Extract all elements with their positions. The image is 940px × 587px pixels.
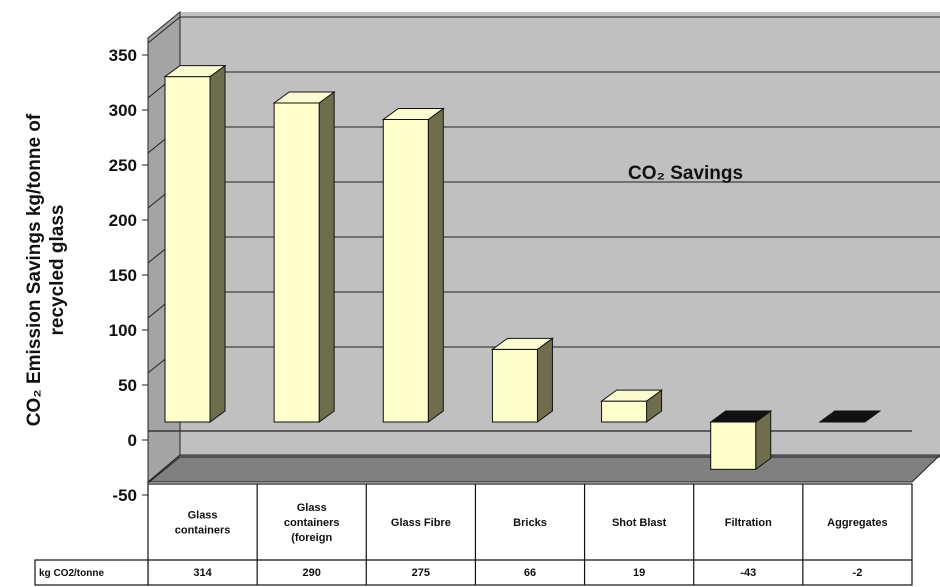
bar-top xyxy=(709,410,773,423)
bar xyxy=(163,64,227,423)
y-tick-label: 50 xyxy=(118,376,137,395)
category-label: Filtration xyxy=(725,517,772,529)
value-label: -2 xyxy=(853,567,863,579)
chart-back-wall xyxy=(180,12,940,455)
bar xyxy=(709,410,773,471)
table-row-header-cell xyxy=(34,559,149,586)
y-axis-label-line1: CO₂ Emission Savings kg/tonne of xyxy=(24,113,45,426)
y-tick-label: 300 xyxy=(109,101,137,120)
bar-front xyxy=(273,102,320,423)
bar-top xyxy=(381,108,445,120)
bar-top xyxy=(163,65,227,78)
category-label: Shot Blast xyxy=(612,517,667,529)
value-label: 314 xyxy=(193,567,212,579)
bar-top xyxy=(818,410,882,423)
value-label: 275 xyxy=(412,567,430,579)
y-tick-label: 350 xyxy=(109,46,137,65)
chart-title: CO₂ Savings xyxy=(628,163,743,184)
y-tick-label: 250 xyxy=(109,156,137,175)
gridline-side xyxy=(147,456,181,484)
bar xyxy=(381,107,445,423)
bar-top xyxy=(600,389,664,402)
y-tick-label: 100 xyxy=(109,321,137,340)
table-row-label: kg CO2/tonne xyxy=(39,568,104,579)
bar-top xyxy=(272,91,336,104)
category-label: Glass containers (foreign xyxy=(284,502,340,544)
bar-top xyxy=(490,337,554,350)
value-label: 290 xyxy=(303,567,321,579)
bar-side xyxy=(318,91,335,423)
value-label: 19 xyxy=(633,567,645,579)
bars xyxy=(163,64,882,471)
bar-side xyxy=(536,337,553,423)
value-label: 66 xyxy=(524,567,536,579)
data-table: kg CO2/tonne Glass containers 314 Glass conta… xyxy=(34,483,913,586)
y-tick-label: 200 xyxy=(109,211,137,230)
bar xyxy=(272,91,336,423)
y-tick-label: 150 xyxy=(109,266,137,285)
bar xyxy=(818,410,882,423)
bar xyxy=(600,389,664,423)
y-axis-label-line2: recycled glass xyxy=(47,205,68,336)
bar-side xyxy=(427,107,444,423)
bar-front xyxy=(601,400,648,423)
y-tick-label: 0 xyxy=(128,431,137,450)
category-label: Glass Fibre xyxy=(391,517,451,529)
value-label: -43 xyxy=(740,567,756,579)
y-axis-ticks: -50 0 50 100 150 200 250 300 350 xyxy=(109,46,148,505)
bar-side xyxy=(209,64,226,423)
bar-front xyxy=(491,348,538,423)
category-label: Aggregates xyxy=(827,517,888,529)
bar xyxy=(490,337,554,423)
y-tick-label: -50 xyxy=(112,486,137,505)
category-label: Bricks xyxy=(513,517,547,529)
table-frame xyxy=(147,483,913,586)
bar-front xyxy=(164,76,211,423)
gridline-side xyxy=(147,16,181,44)
category-label: Glass containers xyxy=(175,510,231,537)
bar-front xyxy=(710,421,757,470)
bar-front xyxy=(382,119,429,423)
chart-floor xyxy=(146,454,940,483)
